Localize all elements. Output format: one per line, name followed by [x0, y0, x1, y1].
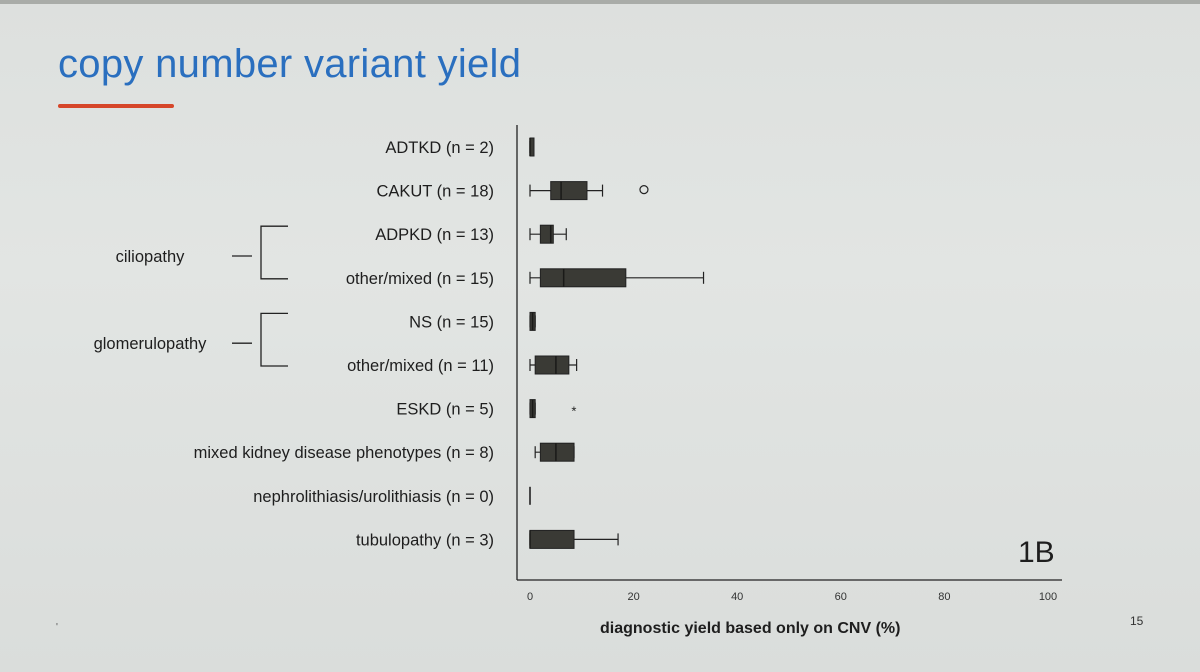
outlier-star: * [571, 404, 576, 419]
category-label: nephrolithiasis/urolithiasis (n = 0) [253, 488, 494, 506]
category-label: NS (n = 15) [409, 313, 494, 331]
x-tick-label: 40 [731, 591, 743, 603]
group-bracket [260, 312, 288, 367]
page-number: 15 [1130, 614, 1144, 628]
category-label: ESKD (n = 5) [396, 401, 494, 419]
x-tick-label: 20 [627, 591, 639, 603]
category-label: CAKUT (n = 18) [376, 183, 494, 201]
group-label: glomerulopathy [94, 335, 208, 353]
group-label: ciliopathy [116, 248, 186, 266]
x-axis-title: diagnostic yield based only on CNV (%) [600, 620, 901, 637]
x-tick-label: 0 [527, 591, 533, 603]
category-label: ADPKD (n = 13) [375, 226, 494, 244]
category-label: other/mixed (n = 11) [347, 357, 494, 375]
slide-title: copy number variant yield [58, 42, 522, 86]
title-underline [58, 104, 174, 108]
box [529, 529, 575, 549]
outlier-circle [639, 185, 649, 195]
category-label: tubulopathy (n = 3) [356, 531, 494, 549]
corner-mark: ' [56, 622, 58, 633]
box [534, 355, 570, 375]
top-border [0, 0, 1200, 4]
group-bracket [260, 225, 288, 280]
x-tick-label: 100 [1039, 591, 1057, 603]
box [539, 268, 627, 288]
category-label: mixed kidney disease phenotypes (n = 8) [194, 444, 494, 462]
x-tick-label: 80 [938, 591, 950, 603]
category-label: ADTKD (n = 2) [385, 139, 494, 157]
category-label: other/mixed (n = 15) [346, 270, 494, 288]
x-tick-label: 60 [835, 591, 847, 603]
panel-label: 1B [1018, 536, 1055, 569]
box [539, 442, 575, 462]
box [550, 181, 588, 201]
